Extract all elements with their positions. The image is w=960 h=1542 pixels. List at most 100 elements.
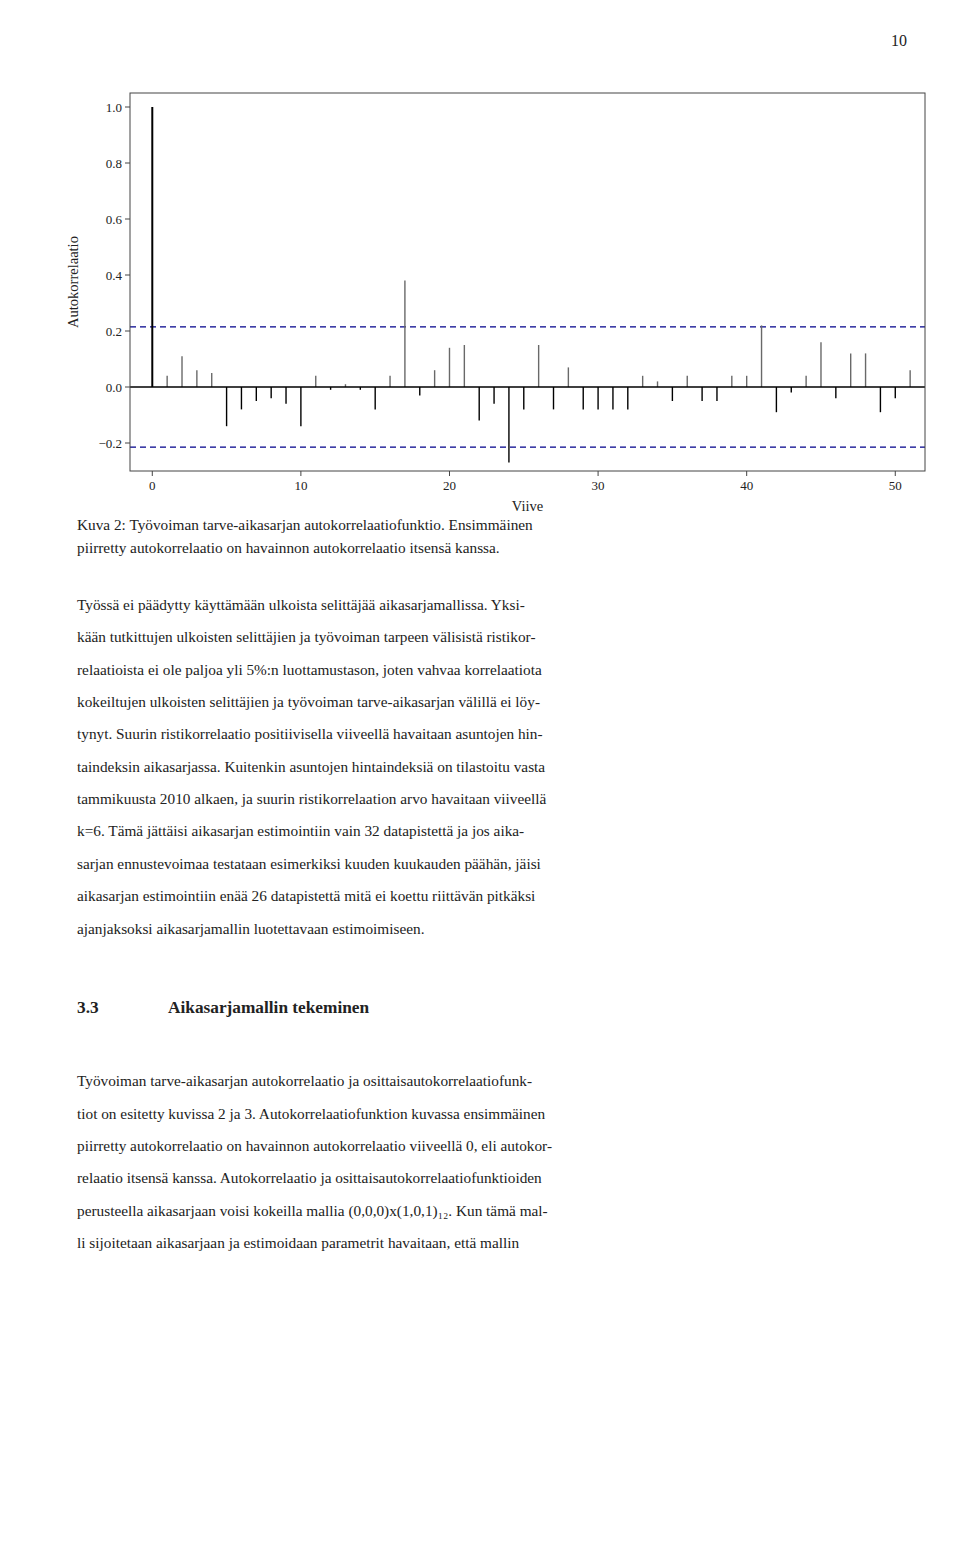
acf-stem	[508, 387, 509, 463]
paragraph-line: tynyt. Suurin ristikorrelaatio positiivi…	[77, 725, 543, 742]
x-tick-label: 20	[443, 478, 456, 493]
paragraph-line: aikasarjan estimointiin enää 26 datapist…	[77, 887, 535, 904]
acf-stem	[166, 376, 167, 387]
paragraph-line: kokeiltujen ulkoisten selittäjien ja työ…	[77, 693, 540, 710]
x-tick	[895, 471, 896, 476]
paragraph-line: tiot on esitetty kuvissa 2 ja 3. Autokor…	[77, 1105, 546, 1122]
section-number: 3.3	[77, 998, 99, 1017]
paragraph-line: tammikuusta 2010 alkaen, ja suurin risti…	[77, 790, 547, 807]
paragraph-line: sarjan ennustevoimaa testataan esimerkik…	[77, 855, 541, 872]
paragraph-line: ajanjaksoksi aikasarjamallin luotettavaa…	[77, 920, 424, 937]
x-tick-label: 50	[889, 478, 902, 493]
y-tick-label: 1.0	[106, 100, 122, 115]
acf-stem	[241, 387, 242, 409]
paragraph-line: k=6. Tämä jättäisi aikasarjan estimointi…	[77, 822, 524, 839]
acf-stem	[211, 373, 212, 387]
acf-stem	[909, 370, 910, 387]
acf-stem	[374, 387, 375, 409]
acf-stem	[805, 376, 806, 387]
acf-stem	[285, 387, 286, 404]
caption-line: Kuva 2: Työvoiman tarve-aikasarjan autok…	[77, 516, 533, 533]
x-axis-label: Viive	[512, 498, 543, 514]
acf-stem	[479, 387, 480, 421]
acf-stem	[672, 387, 673, 401]
y-tick	[125, 107, 130, 108]
acf-stem	[434, 370, 435, 387]
x-tick	[598, 471, 599, 476]
paragraph-line: taindeksin aikasarjassa. Kuitenkin asunt…	[77, 758, 545, 775]
y-axis-label: Autokorrelaatio	[65, 236, 81, 328]
acf-stem	[716, 387, 717, 401]
acf-stem	[865, 353, 866, 387]
acf-stem	[657, 381, 658, 387]
acf-stem	[256, 387, 257, 401]
x-tick-label: 40	[740, 478, 753, 493]
paragraph-line: relaatioista ei ole paljoa yli 5%:n luot…	[77, 661, 542, 678]
acf-stem	[776, 387, 777, 412]
paragraph-line: perusteella aikasarjaan voisi kokeilla m…	[77, 1202, 548, 1220]
acf-stem	[791, 387, 792, 393]
y-tick	[125, 163, 130, 164]
acf-stem	[226, 387, 227, 426]
x-tick	[746, 471, 747, 476]
acf-stem	[597, 387, 598, 409]
y-tick-label: 0.0	[106, 380, 122, 395]
zero-line	[130, 386, 925, 388]
y-tick	[125, 443, 130, 444]
acf-stem	[627, 387, 628, 409]
y-tick	[125, 331, 130, 332]
y-tick	[125, 275, 130, 276]
acf-stem	[583, 387, 584, 409]
caption-line: piirretty autokorrelaatio on havainnon a…	[77, 539, 500, 556]
x-tick	[449, 471, 450, 476]
acf-stem	[404, 281, 405, 387]
confidence-line	[130, 447, 925, 448]
acf-stem	[523, 387, 524, 409]
acf-stem	[568, 367, 569, 387]
acf-stem	[196, 370, 197, 387]
x-tick	[152, 471, 153, 476]
y-tick-label: −0.2	[98, 436, 122, 451]
acf-stem	[731, 376, 732, 387]
acf-stem	[181, 356, 182, 387]
section-title: Aikasarjamallin tekeminen	[168, 998, 370, 1017]
acf-stem	[895, 387, 896, 398]
x-tick-label: 10	[294, 478, 307, 493]
acf-stem	[746, 376, 747, 387]
paragraph-line: piirretty autokorrelaatio on havainnon a…	[77, 1137, 552, 1154]
x-tick	[300, 471, 301, 476]
acf-stem	[270, 387, 271, 398]
paragraph-line: Työssä ei päädytty käyttämään ulkoista s…	[77, 596, 525, 613]
acf-stem	[701, 387, 702, 401]
acf-stem	[538, 345, 539, 387]
acf-stem	[687, 376, 688, 387]
acf-stem	[315, 376, 316, 387]
y-tick-label: 0.4	[106, 268, 123, 283]
acf-stem	[449, 348, 450, 387]
acf-stem	[464, 345, 465, 387]
acf-stem	[493, 387, 494, 404]
acf-stem	[612, 387, 613, 409]
paragraph-line: li sijoitetaan aikasarjaan ja estimoidaa…	[77, 1234, 520, 1251]
paragraph-line: relaatio itsensä kanssa. Autokorrelaatio…	[77, 1169, 542, 1186]
paragraph-line: kään tutkittujen ulkoisten selittäjien j…	[77, 628, 536, 645]
acf-stem	[850, 353, 851, 387]
y-tick	[125, 387, 130, 388]
acf-stem	[880, 387, 881, 412]
paragraph-line: Työvoiman tarve-aikasarjan autokorrelaat…	[77, 1072, 532, 1089]
acf-stem	[835, 387, 836, 398]
acf-stem	[151, 107, 153, 387]
plot-marks	[130, 107, 925, 463]
page: −0.20.00.20.40.60.81.001020304050Autokor…	[0, 0, 960, 1542]
acf-stem	[820, 342, 821, 387]
x-tick-label: 0	[149, 478, 156, 493]
confidence-line	[130, 326, 925, 327]
acf-stem	[761, 325, 762, 387]
page-number: 10	[891, 32, 907, 49]
y-tick-label: 0.6	[106, 212, 123, 227]
x-tick-label: 30	[592, 478, 605, 493]
acf-stem	[389, 376, 390, 387]
acf-stem	[419, 387, 420, 395]
y-tick	[125, 219, 130, 220]
page-text: 10 Kuva 2: Työvoiman tarve-aikasarjan aut…	[77, 32, 907, 1251]
